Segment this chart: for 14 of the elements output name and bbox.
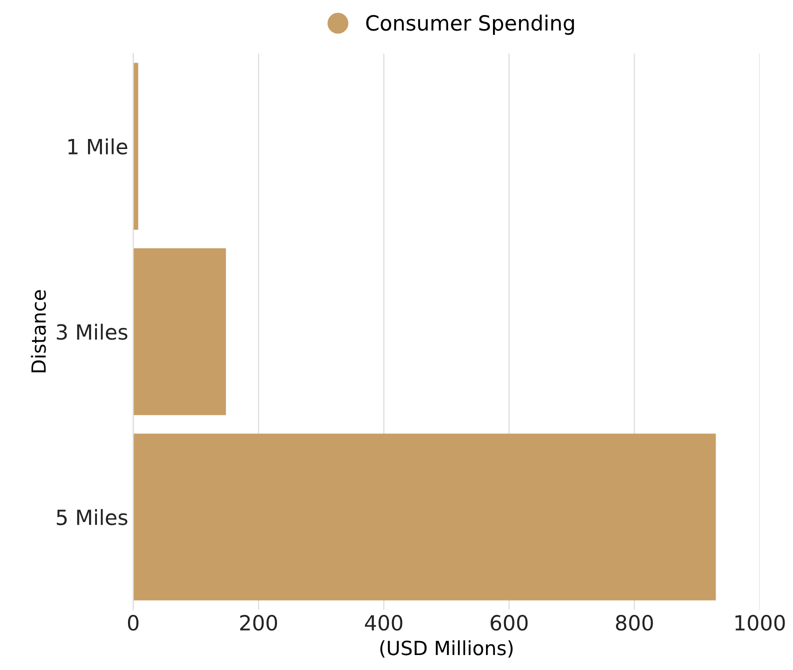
y-axis-title: Distance bbox=[30, 290, 46, 372]
x-tick-label: 1000 bbox=[735, 614, 785, 631]
x-tick-label: 800 bbox=[616, 614, 653, 631]
x-tick-label: 400 bbox=[364, 614, 402, 631]
x-tick-label: 200 bbox=[240, 614, 278, 631]
y-tick-label: 3 Miles bbox=[56, 324, 128, 340]
legend-label: Consumer Spending bbox=[366, 14, 574, 35]
x-tick-label: 0 bbox=[128, 614, 138, 631]
bar bbox=[133, 434, 716, 600]
bar bbox=[133, 248, 226, 416]
y-tick-label: 5 Miles bbox=[56, 509, 128, 526]
y-tick-label: 1 Mile bbox=[68, 138, 128, 154]
x-axis-title: (USD Millions) bbox=[380, 640, 513, 658]
x-tick-label: 600 bbox=[490, 614, 528, 631]
